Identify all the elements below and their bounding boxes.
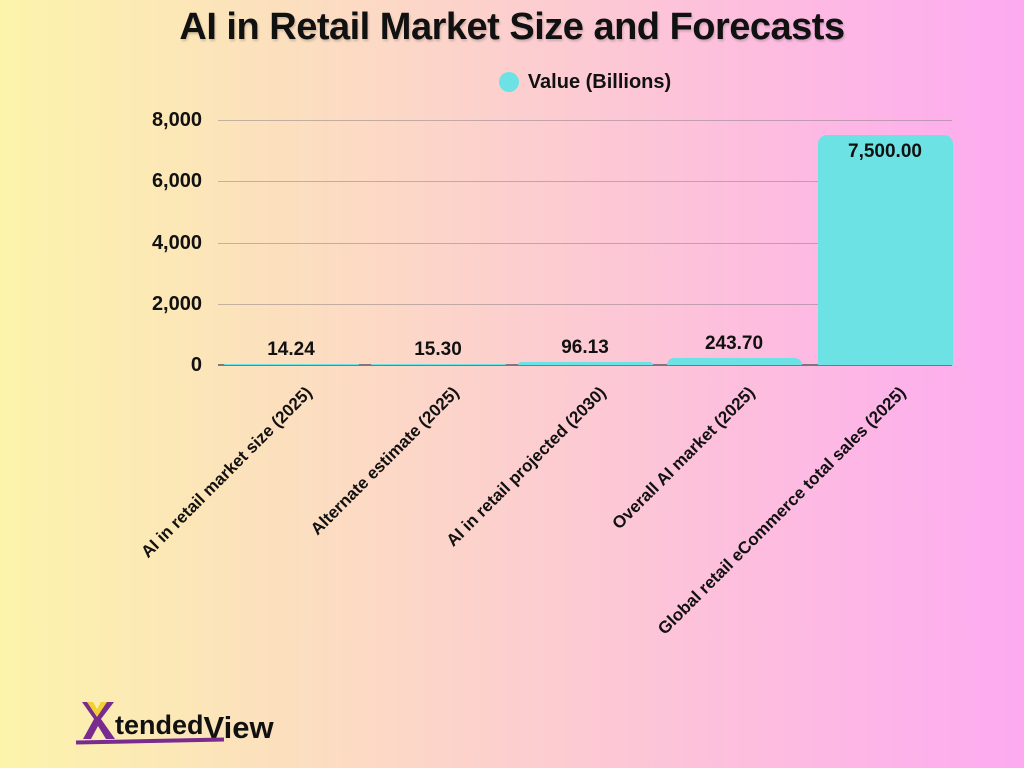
chart-area: 0 2,000 4,000 6,000 8,000 14.24 AI in retail m… <box>137 109 953 638</box>
legend-label: Value (Billions) <box>527 70 672 93</box>
logo-text-tended: tended <box>115 710 204 740</box>
y-tick-label: 8,000 <box>151 109 202 131</box>
bar-5[interactable] <box>817 135 953 365</box>
y-tick-label: 0 <box>190 354 202 376</box>
value-label: 96.13 <box>561 337 609 358</box>
gridline <box>218 120 952 121</box>
bar-1[interactable] <box>223 364 359 365</box>
logo-x-icon <box>82 702 115 739</box>
bar-4[interactable] <box>666 358 802 365</box>
legend[interactable]: Value (Billions) <box>218 70 952 94</box>
gridline <box>218 303 952 305</box>
legend-marker-icon <box>498 72 519 92</box>
x-tick-label: Global retail eCommerce total sales (202… <box>654 383 910 639</box>
bar-3[interactable] <box>517 362 653 365</box>
chart-title: AI in Retail Market Size and Forecasts <box>179 6 845 48</box>
x-tick-label: AI in retail market size (2025) <box>136 383 316 562</box>
value-label: 15.30 <box>414 339 462 360</box>
x-axis-line <box>218 364 952 366</box>
y-tick-label: 4,000 <box>151 231 202 254</box>
value-label: 7,500.00 <box>848 141 922 162</box>
x-tick-label: AI in retail projected (2030) <box>442 383 610 551</box>
y-tick-label: 6,000 <box>151 170 202 193</box>
x-tick-label: Overall AI market (2025) <box>608 383 759 533</box>
gridline <box>218 181 952 183</box>
value-label: 14.24 <box>267 339 315 360</box>
bar-2[interactable] <box>370 364 506 365</box>
value-label: 243.70 <box>704 333 764 354</box>
brand-logo: tended View <box>74 696 274 748</box>
logo-text-view: View <box>203 710 274 745</box>
y-tick-label: 2,000 <box>151 292 202 315</box>
x-tick-label: Alternate estimate (2025) <box>306 383 463 539</box>
gridline <box>218 242 952 244</box>
